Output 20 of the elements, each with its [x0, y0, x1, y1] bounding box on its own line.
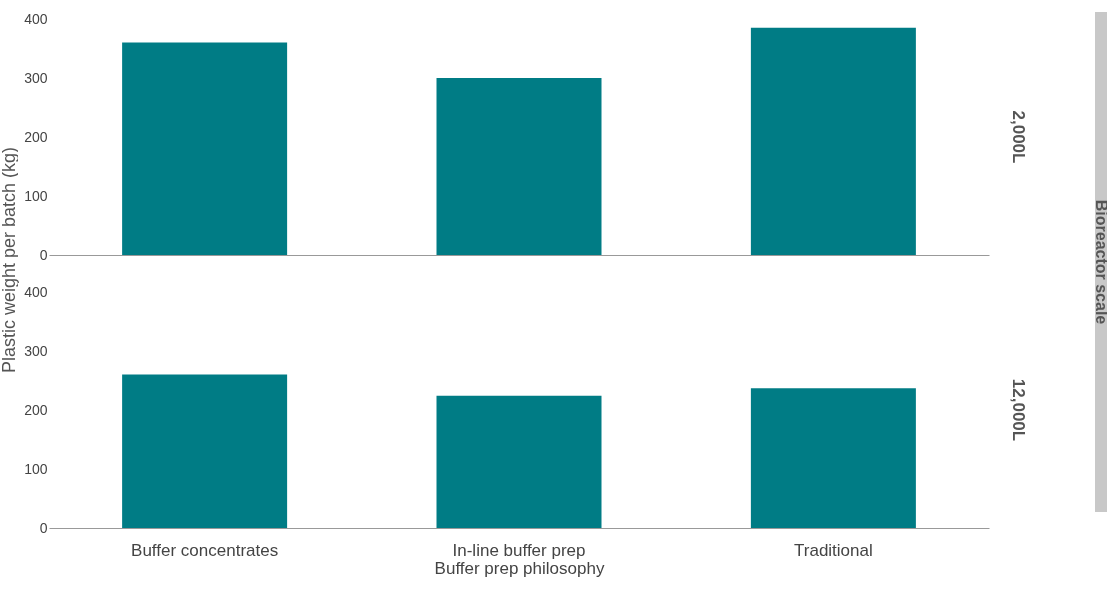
y-tick-label: 0 [39, 246, 48, 263]
x-tick-label: In-line buffer prep [452, 540, 586, 560]
y-tick-label: 300 [24, 69, 48, 86]
y-tick-label: 100 [24, 460, 48, 477]
x-axis-title: Buffer prep philosophy [434, 558, 606, 578]
bar [751, 388, 917, 528]
y2-axis-title: 2,000L [1009, 110, 1029, 164]
y-tick-label: 200 [24, 401, 48, 418]
y-tick-label: 300 [24, 342, 48, 359]
y-tick-label: 200 [24, 128, 48, 145]
bar [436, 395, 602, 528]
x-tick-label: Traditional [794, 540, 873, 560]
y2-axis-title: 12,000L [1009, 378, 1029, 442]
bar [122, 374, 288, 528]
y-tick-label: 400 [24, 283, 48, 300]
y-tick-label: 100 [24, 187, 48, 204]
y-tick-label: 400 [24, 10, 48, 27]
text: Bioreactor scale [1092, 199, 1107, 325]
x-tick-label: Buffer concentrates [131, 540, 279, 560]
y-tick-label: 0 [39, 519, 48, 536]
